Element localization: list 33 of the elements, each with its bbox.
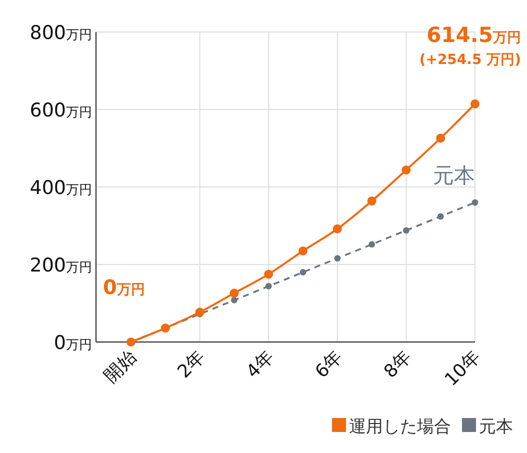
x-tick-label: 8年: [380, 346, 416, 382]
point: [334, 255, 341, 262]
x-tick-label: 2年: [174, 346, 210, 382]
point: [367, 196, 376, 206]
y-tick-label: 800万円: [30, 22, 92, 44]
y-tick-label: 400万円: [30, 177, 92, 199]
x-tick-label: 10年: [440, 346, 485, 390]
y-tick-label: 0万円: [54, 332, 92, 354]
point: [436, 134, 446, 143]
point: [402, 165, 411, 174]
point: [264, 270, 274, 279]
x-tick-label: 開始: [100, 346, 141, 387]
point: [368, 241, 375, 248]
point: [403, 227, 410, 234]
point: [472, 199, 478, 206]
point: [332, 224, 342, 234]
x-tick-label: 6年: [311, 346, 347, 382]
annotation: 614.5万円: [426, 22, 521, 47]
x-tick-label: 4年: [242, 346, 278, 382]
point: [470, 99, 480, 108]
point: [300, 269, 306, 276]
point: [265, 283, 272, 290]
text: 元本: [433, 164, 475, 188]
y-tick-label: 600万円: [30, 100, 92, 122]
annotation: 0万円: [103, 275, 145, 299]
y-tick-label: 200万円: [30, 254, 92, 276]
legend-label: 運用した場合: [349, 417, 451, 437]
annotation: (+254.5 万円): [419, 52, 521, 68]
point: [230, 288, 239, 298]
point: [298, 246, 308, 256]
point: [231, 296, 238, 304]
point: [437, 213, 444, 220]
legend-label: 元本: [479, 417, 513, 437]
